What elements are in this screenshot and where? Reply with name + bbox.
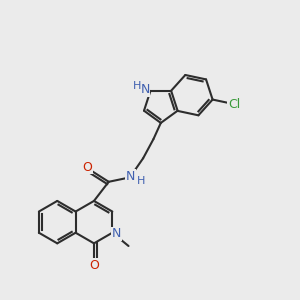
Text: O: O [89, 259, 99, 272]
Text: N: N [126, 170, 135, 183]
Text: N: N [112, 227, 122, 240]
Text: N: N [140, 83, 150, 96]
Text: H: H [133, 81, 141, 91]
Text: H: H [137, 176, 145, 186]
Text: Cl: Cl [228, 98, 240, 111]
Text: O: O [82, 160, 92, 174]
